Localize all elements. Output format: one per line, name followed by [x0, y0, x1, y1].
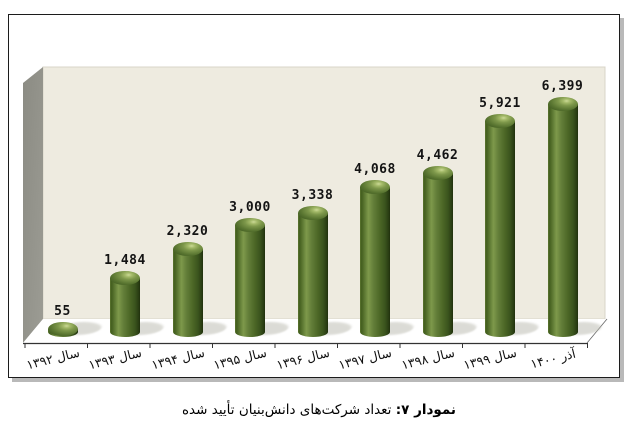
bar-cap: [547, 97, 578, 111]
bar: [547, 104, 578, 337]
bar: [172, 249, 203, 337]
caption-text: تعداد شرکت‌های دانش‌بنیان تأیید شده: [181, 402, 392, 418]
bar-value-label: 55: [54, 304, 71, 319]
bar-value-label: 1,484: [104, 253, 146, 268]
plot-area-3d: 55 سال ۱۳۹۲ 1,484 سال ۱۳۹۳ 2,320 سال ۱۳۹۴ 3,00…: [9, 15, 621, 377]
bar-cap: [110, 271, 140, 285]
bar-cap: [235, 218, 265, 232]
chart-caption: نمودار ۷: تعداد شرکت‌های دانش‌بنیان تأیی…: [0, 402, 638, 418]
bar-value-label: 4,462: [416, 148, 459, 163]
bar-value-label: 4,068: [354, 162, 396, 177]
chart-panel: 55 سال ۱۳۹۲ 1,484 سال ۱۳۹۳ 2,320 سال ۱۳۹۴ 3,00…: [8, 14, 620, 378]
bar: [297, 213, 328, 337]
bar-cap: [47, 322, 78, 336]
bar-cap: [422, 166, 453, 180]
bar: [422, 173, 453, 337]
bar-value-label: 3,338: [291, 188, 334, 203]
caption-number: نمودار ۷:: [395, 402, 457, 418]
bar-cap: [360, 180, 390, 194]
bar-cap: [297, 206, 328, 220]
bar: [235, 225, 265, 337]
side-wall: [23, 67, 43, 343]
bar-value-label: 3,000: [229, 200, 271, 215]
bar: [360, 187, 390, 337]
bar-value-label: 2,320: [166, 224, 209, 239]
bar-value-label: 6,399: [541, 79, 584, 94]
bar-cap: [172, 242, 203, 256]
bar: [485, 121, 515, 337]
bar-cap: [485, 114, 515, 128]
bar-value-label: 5,921: [479, 96, 521, 111]
bar: [110, 278, 140, 337]
